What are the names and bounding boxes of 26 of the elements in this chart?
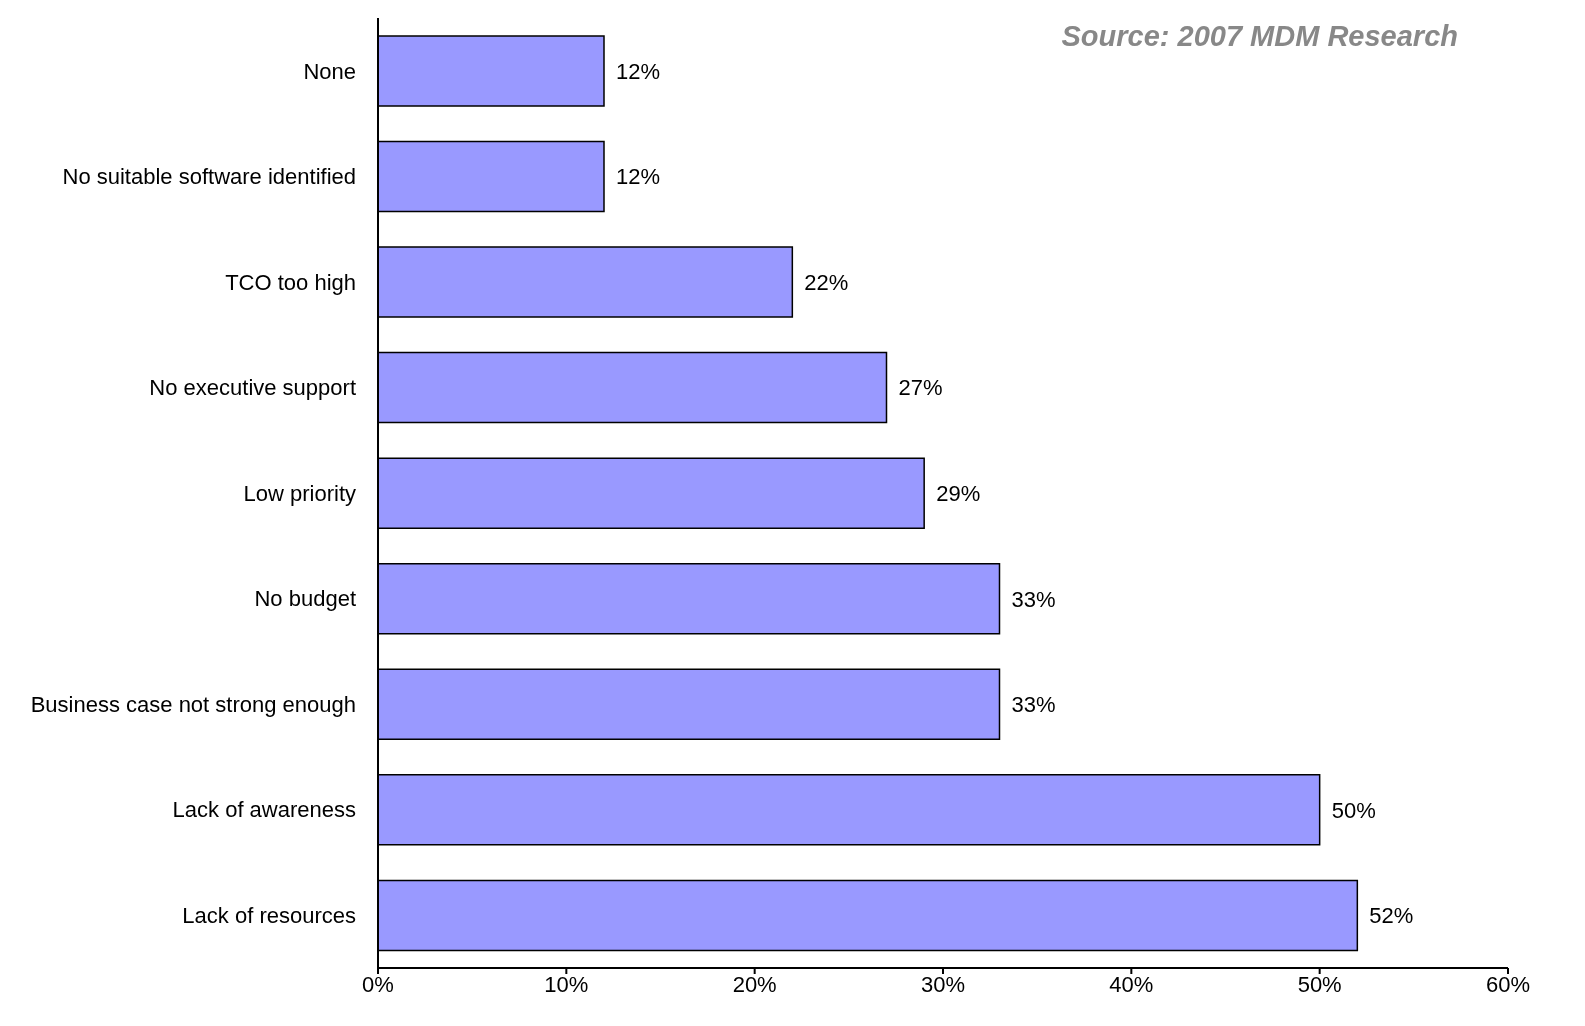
data-label: 52% <box>1369 903 1414 929</box>
y-tick-label: Lack of awareness <box>172 797 356 823</box>
annotation: Source: 2007 MDM Research <box>1061 20 1458 53</box>
data-label: 33% <box>1011 586 1056 612</box>
y-tick-label: TCO too high <box>225 269 356 295</box>
data-label: 29% <box>936 480 981 506</box>
x-tick-label: 20% <box>732 971 777 997</box>
x-tick-label: 60% <box>1485 971 1531 997</box>
y-tick-label: Lack of resources <box>182 903 356 929</box>
x-tick-label: 40% <box>1109 971 1154 997</box>
data-label: 50% <box>1331 797 1376 823</box>
y-tick-label: No suitable software identified <box>62 164 356 190</box>
data-label: 12% <box>616 58 661 84</box>
data-label: 12% <box>616 164 661 190</box>
data-label: 27% <box>898 375 943 401</box>
x-tick-label: 10% <box>544 971 589 997</box>
data-label: 33% <box>1011 692 1056 718</box>
y-tick-label: Business case not strong enough <box>30 691 356 717</box>
x-tick-label: 30% <box>920 971 966 997</box>
y-tick-label: No budget <box>254 586 356 612</box>
y-tick-label: No executive support <box>149 375 356 401</box>
x-tick-label: 0% <box>362 971 394 997</box>
data-label: 22% <box>804 269 849 295</box>
y-tick-label: None <box>303 58 356 84</box>
y-tick-label: Low priority <box>243 480 356 506</box>
x-tick-label: 50% <box>1297 971 1342 997</box>
